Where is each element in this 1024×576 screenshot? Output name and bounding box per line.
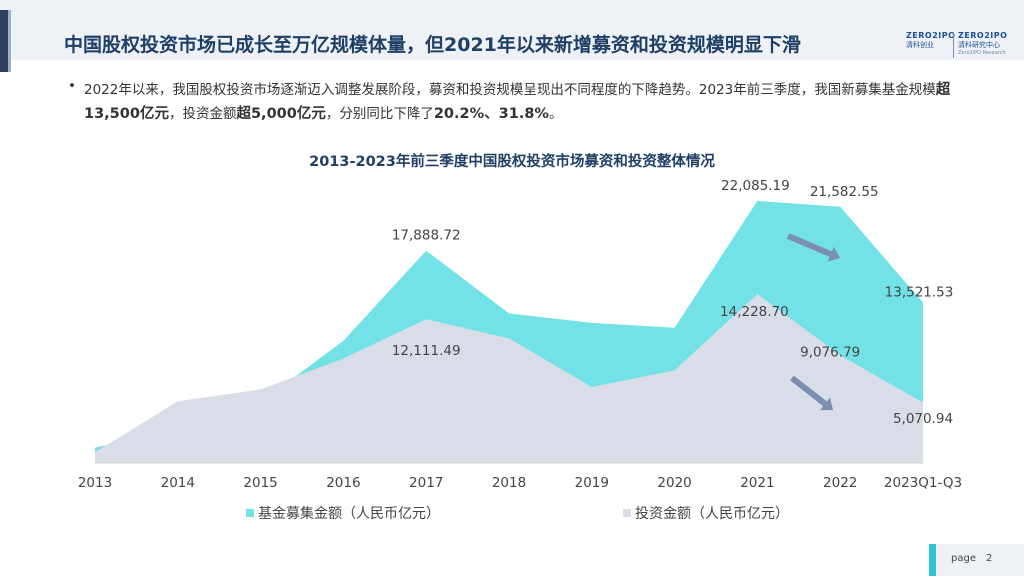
fundraising-decline-arrow xyxy=(786,233,832,257)
description-paragraph: 2022年以来，我国股权投资市场逐渐迈入调整发展阶段，募资和投资规模呈现出不同程… xyxy=(84,78,984,126)
legend-label: 投资金额（人民币亿元） xyxy=(635,506,789,522)
x-tick-label: 2016 xyxy=(326,475,360,491)
x-tick-label: 2019 xyxy=(575,475,609,491)
arrow-head-icon xyxy=(820,397,833,411)
data-label: 9,076.79 xyxy=(800,344,860,360)
chart-title: 2013-2023年前三季度中国股权投资市场募资和投资整体情况 xyxy=(309,154,715,170)
x-tick-label: 2015 xyxy=(243,475,277,491)
data-label: 5,070.94 xyxy=(893,411,953,427)
desc-text: 。 xyxy=(548,106,563,122)
legend-item-fundraising: 基金募集金额（人民币亿元） xyxy=(246,503,440,523)
legend-item-investment: 投资金额（人民币亿元） xyxy=(623,503,789,523)
legend-swatch xyxy=(623,509,631,517)
page-number: 2 xyxy=(985,553,993,564)
logo-english: Zero2IPO Research xyxy=(958,50,1006,56)
desc-text: 2022年以来，我国股权投资市场逐渐迈入调整发展阶段，募资和投资规模呈现出不同程… xyxy=(84,82,936,98)
data-label: 17,888.72 xyxy=(392,228,461,244)
page-indicator: page 2 xyxy=(951,553,992,564)
logo-subtitle: 清科创业 xyxy=(906,41,934,49)
page-title: 中国股权投资市场已成长至万亿规模体量，但2021年以来新增募资和投资规模明显下滑 xyxy=(64,34,801,56)
logo-divider xyxy=(953,32,954,58)
desc-highlight: 超5,000亿元 xyxy=(236,106,326,122)
x-tick-label: 2023Q1-Q3 xyxy=(884,475,962,491)
data-label: 13,521.53 xyxy=(885,285,954,301)
data-label: 12,111.49 xyxy=(392,343,461,359)
x-tick-label: 2017 xyxy=(409,475,443,491)
footer-accent xyxy=(929,544,936,576)
zero2ipo-logo: ZERO2IPO 清科创业 xyxy=(906,31,955,57)
data-label: 22,085.19 xyxy=(721,178,790,194)
legend-label: 基金募集金额（人民币亿元） xyxy=(258,506,440,522)
data-label: 14,228.70 xyxy=(720,304,789,320)
zero2ipo-research-logo: ZERO2IPO 清科研究中心 Zero2IPO Research xyxy=(958,31,1007,57)
footer-box xyxy=(936,544,1024,576)
logo-brand: ZERO2IPO xyxy=(958,31,1008,40)
title-accent-stripe xyxy=(8,10,11,72)
desc-highlight: 超13,500亿元 xyxy=(84,82,951,122)
investment-decline-arrow xyxy=(790,375,827,407)
x-tick-label: 2013 xyxy=(78,475,112,491)
x-tick-label: 2021 xyxy=(740,475,774,491)
page-label: page xyxy=(951,553,976,564)
bullet-dot: • xyxy=(68,78,76,94)
data-label: 21,582.55 xyxy=(810,184,879,200)
x-tick-label: 2022 xyxy=(823,475,857,491)
title-accent-bar xyxy=(0,10,8,72)
arrow-head-icon xyxy=(827,246,840,262)
desc-highlight: 20.2%、31.8% xyxy=(433,106,549,122)
logo-brand: ZERO2IPO xyxy=(906,31,956,40)
x-tick-label: 2014 xyxy=(161,475,195,491)
desc-text: ，投资金额 xyxy=(168,106,237,122)
legend-swatch xyxy=(246,509,254,517)
logo-subtitle: 清科研究中心 xyxy=(958,41,1000,49)
investment-area xyxy=(95,294,923,463)
title-bar xyxy=(0,0,1024,60)
x-tick-label: 2018 xyxy=(492,475,526,491)
desc-text: ，分别同比下降了 xyxy=(325,106,434,122)
x-tick-label: 2020 xyxy=(657,475,691,491)
